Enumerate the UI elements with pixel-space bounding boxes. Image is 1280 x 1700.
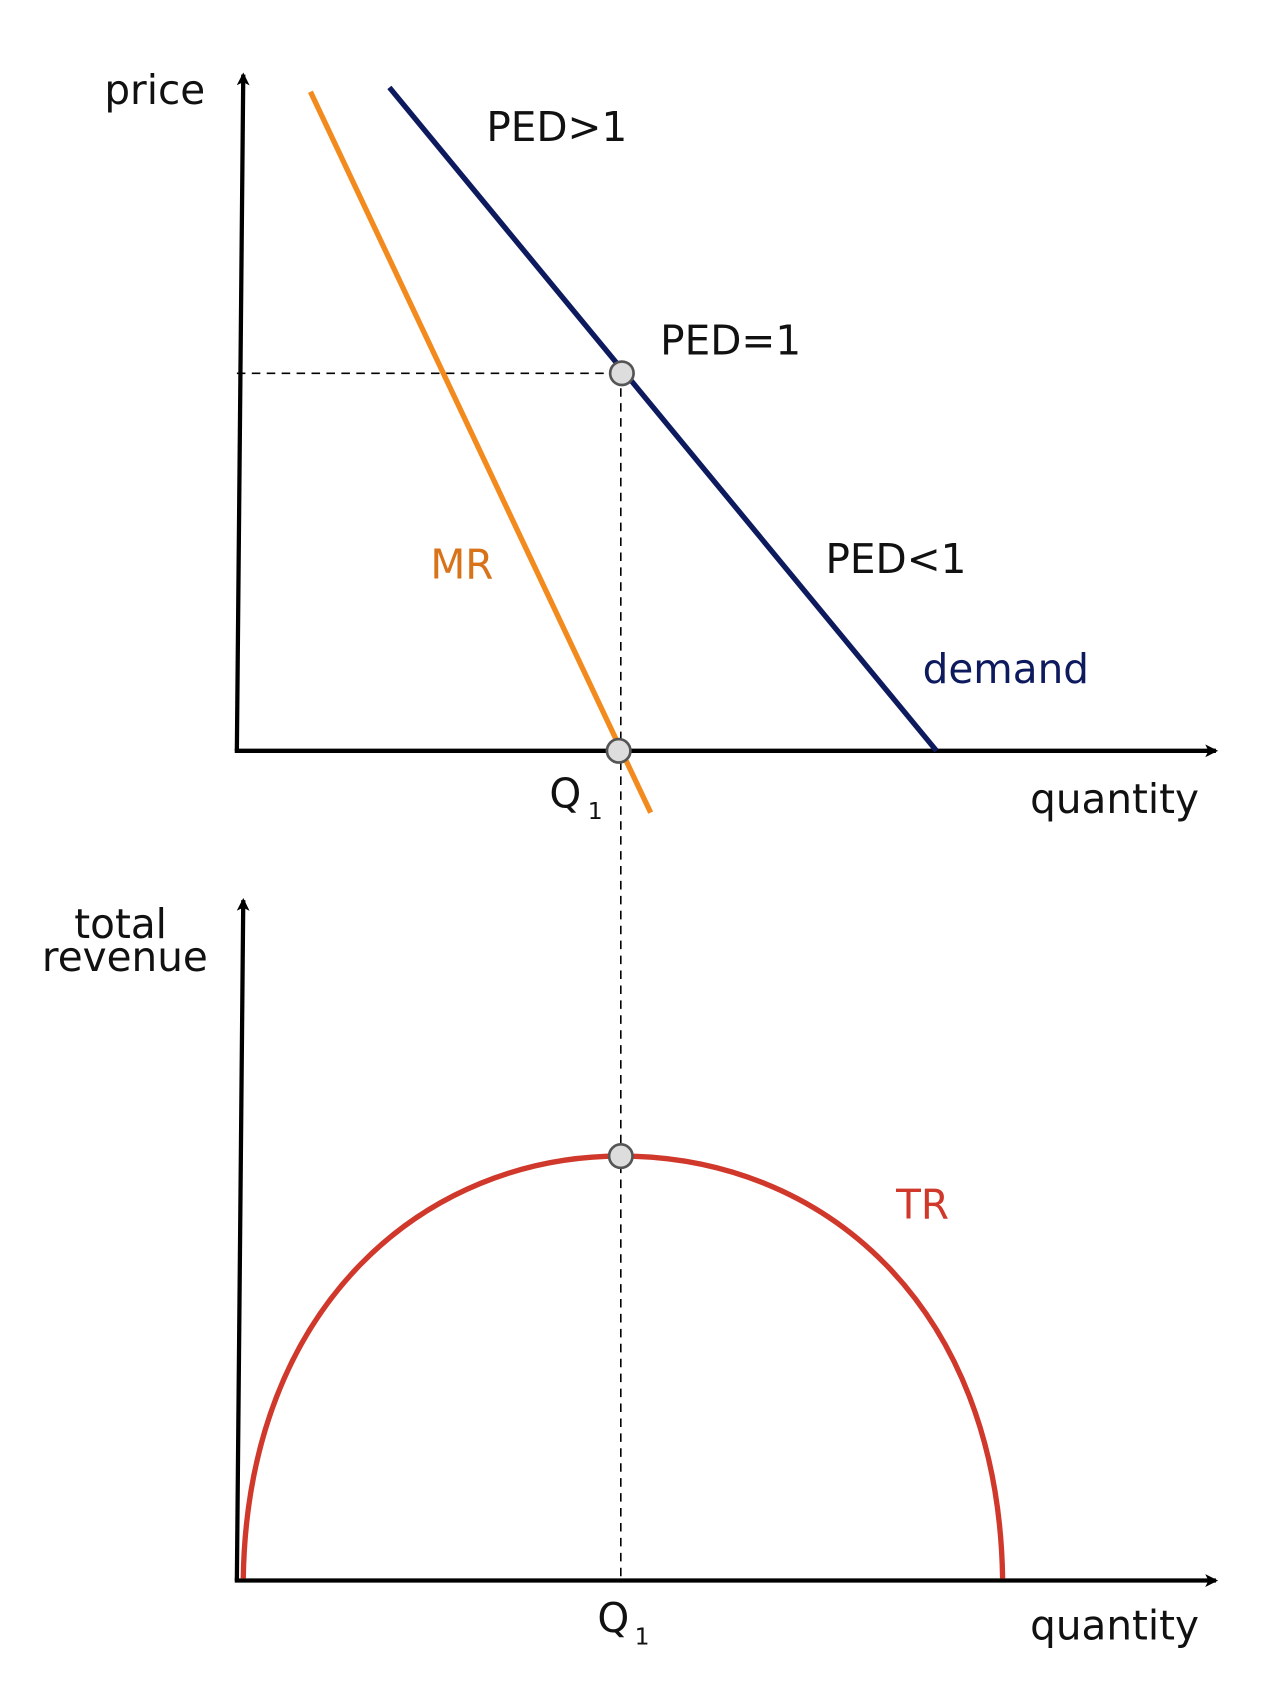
- q-subscript: 1: [635, 1623, 650, 1651]
- q-label: Q: [597, 1594, 629, 1642]
- content: price PED>1 PED=1 PED<1 MR demand quanti…: [42, 66, 1219, 1651]
- y-axis: [234, 72, 250, 751]
- point: [607, 1143, 634, 1170]
- axis-label: revenue: [42, 933, 208, 981]
- axis-label: price: [104, 66, 205, 114]
- demand-label: demand: [923, 645, 1089, 693]
- demand-curve: [387, 85, 939, 753]
- annotation: PED<1: [825, 535, 966, 583]
- mr-label: MR: [430, 540, 493, 588]
- y-axis: [234, 897, 250, 1581]
- point: [605, 737, 632, 764]
- point: [608, 360, 635, 387]
- axis-label: total: [74, 900, 167, 948]
- axis-label: quantity: [1030, 775, 1199, 823]
- axis-label: quantity: [1030, 1602, 1199, 1650]
- tr-label: TR: [895, 1180, 949, 1228]
- annotation: PED=1: [660, 316, 801, 364]
- mr-curve: [308, 90, 654, 814]
- tr-curve: [240, 1153, 1006, 1579]
- q-label: Q: [549, 770, 581, 818]
- annotation: PED>1: [486, 103, 627, 151]
- q-subscript: 1: [588, 797, 603, 825]
